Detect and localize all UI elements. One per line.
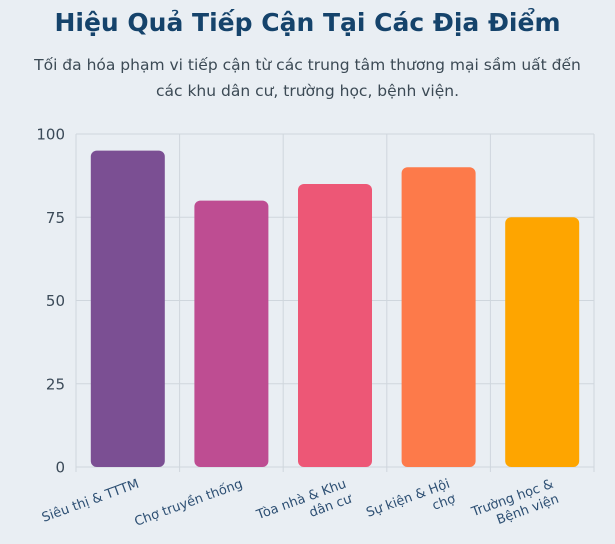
bar [505, 217, 580, 467]
x-tick-label: Siêu thị & TTTM [40, 477, 141, 526]
bar [298, 183, 372, 467]
bar [194, 200, 269, 467]
x-tick-label: Tòa nhà & Khudân cư [254, 476, 355, 538]
x-tick-label: Chợ truyền thống [133, 477, 245, 530]
y-tick-label: 100 [36, 126, 65, 144]
y-tick-label: 50 [46, 292, 65, 310]
y-tick-label: 25 [46, 375, 65, 393]
chart-subtitle: Tối đa hóa phạm vi tiếp cận từ các trung… [34, 56, 581, 100]
x-tick-label: Trường học &Bệnh viện [469, 477, 561, 536]
bar [401, 167, 476, 468]
y-tick-label: 75 [46, 209, 65, 227]
x-tick-label-line: Chợ truyền thống [133, 477, 245, 530]
chart-title: Hiệu Quả Tiếp Cận Tại Các Địa Điểm [54, 8, 561, 37]
y-tick-label: 0 [55, 459, 65, 477]
bar [90, 150, 165, 467]
x-tick-label-line: Siêu thị & TTTM [40, 477, 141, 526]
x-tick-label: Sự kiện & Hộichợ [364, 477, 457, 536]
